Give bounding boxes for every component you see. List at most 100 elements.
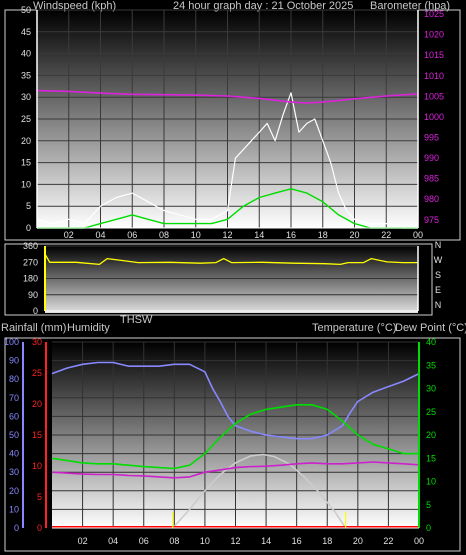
temp-x-tick-label: 22 (383, 536, 393, 546)
barometer-y-tick-label: 990 (424, 153, 439, 163)
graph-title: 24 hour graph day : 21 October 2025 (173, 0, 353, 12)
temp-x-tick-label: 14 (261, 536, 271, 546)
barometer-y-tick-label: 1005 (424, 91, 444, 101)
humidity-y-tick-label: 80 (9, 374, 19, 384)
humidity-y-tick-label: 10 (9, 504, 19, 514)
temp-x-tick-label: 08 (169, 536, 179, 546)
barometer-y-tick-label: 980 (424, 194, 439, 204)
barometer-y-tick-label: 1025 (424, 9, 444, 19)
direction-compass-label: E (435, 285, 441, 295)
humidity-y-tick-label: 40 (9, 449, 19, 459)
humidity-y-tick-label: 30 (9, 467, 19, 477)
humidity-y-tick-label: 50 (9, 430, 19, 440)
temp-x-tick-label: 20 (353, 536, 363, 546)
humidity-y-tick-label: 60 (9, 411, 19, 421)
temp-x-tick-label: 00 (414, 536, 424, 546)
humidity-y-tick-label: 90 (9, 356, 19, 366)
temp-panel-frame (4, 337, 461, 552)
temperature-y-tick-label: 5 (426, 500, 431, 510)
temp-x-tick-label: 12 (230, 536, 240, 546)
direction-y-tick-label: 180 (23, 274, 38, 284)
direction-compass-label: N (435, 300, 442, 310)
barometer-series (36, 89, 419, 104)
temperature-y-tick-label: 40 (426, 337, 436, 347)
wind-speed-series (37, 188, 418, 229)
temp-x-tick-label: 16 (292, 536, 302, 546)
wind-y-tick-label: 10 (21, 179, 31, 189)
rainfall-y-tick-label: 0 (37, 523, 42, 533)
direction-y-tick-label: 270 (23, 257, 38, 267)
temperature-y-tick-label: 15 (426, 453, 436, 463)
direction-compass-label: N (435, 240, 442, 250)
barometer-y-tick-label: 1020 (424, 30, 444, 40)
wind-x-tick-label: 12 (222, 230, 232, 240)
humidity-series (51, 361, 420, 440)
wind-x-tick-label: 16 (286, 230, 296, 240)
wind-x-tick-label: 02 (64, 230, 74, 240)
wind-x-tick-label: 06 (127, 230, 137, 240)
wind-y-tick-label: 50 (21, 5, 31, 15)
dewpoint-series (51, 461, 420, 479)
wind-x-tick-label: 14 (254, 230, 264, 240)
humidity-y-tick-label: 70 (9, 393, 19, 403)
rainfall-axis-title: Rainfall (mm) (1, 322, 66, 334)
barometer-y-tick-label: 1010 (424, 71, 444, 81)
wind-x-tick-label: 10 (191, 230, 201, 240)
direction-compass-label: W (434, 255, 443, 265)
rainfall-y-tick-label: 25 (32, 368, 42, 378)
windspeed-axis-title: Windspeed (kph) (33, 0, 116, 12)
rainfall-y-tick-label: 20 (32, 399, 42, 409)
temperature-y-tick-label: 0 (426, 523, 431, 533)
wind-gust-series (36, 92, 418, 229)
direction-panel-bg (45, 246, 418, 313)
thsw-series (172, 453, 347, 529)
rainfall-y-tick-label: 15 (32, 430, 42, 440)
barometer-y-tick-label: 1015 (424, 50, 444, 60)
rainfall-y-tick-label: 5 (37, 492, 42, 502)
humidity-y-tick-label: 20 (9, 486, 19, 496)
wind-x-tick-label: 00 (413, 230, 423, 240)
direction-y-tick-label: 0 (33, 306, 38, 316)
temp-x-tick-label: 06 (139, 536, 149, 546)
wind-x-tick-label: 08 (159, 230, 169, 240)
wind-y-tick-label: 0 (26, 223, 31, 233)
temperature-y-tick-label: 30 (426, 384, 436, 394)
axes: 0510152025303540455097598098599099510001… (4, 5, 444, 546)
temp-x-tick-label: 10 (200, 536, 210, 546)
temperature-y-tick-label: 25 (426, 407, 436, 417)
direction-y-tick-label: 360 (23, 241, 38, 251)
temperature-y-tick-label: 20 (426, 430, 436, 440)
barometer-y-tick-label: 1000 (424, 112, 444, 122)
humidity-y-tick-label: 0 (14, 523, 19, 533)
temp-x-tick-label: 04 (108, 536, 118, 546)
direction-compass-label: S (435, 270, 441, 280)
rainfall-y-tick-label: 10 (32, 461, 42, 471)
wind-y-tick-label: 30 (21, 92, 31, 102)
wind-x-tick-label: 18 (318, 230, 328, 240)
wind-direction-series (44, 253, 418, 266)
wind-y-tick-label: 15 (21, 158, 31, 168)
wind-y-tick-label: 45 (21, 27, 31, 37)
data-series (36, 89, 420, 529)
direction-y-tick-label: 90 (28, 290, 38, 300)
barometer-y-tick-label: 995 (424, 133, 439, 143)
wind-x-tick-label: 22 (381, 230, 391, 240)
rainfall-y-tick-label: 30 (32, 337, 42, 347)
thsw-label: THSW (120, 314, 153, 326)
humidity-y-tick-label: 100 (4, 337, 19, 347)
wind-y-tick-label: 40 (21, 49, 31, 59)
temperature-y-tick-label: 35 (426, 360, 436, 370)
temp-x-tick-label: 02 (78, 536, 88, 546)
wind-y-tick-label: 25 (21, 114, 31, 124)
temperature-axis-title: Temperature (°C) (312, 322, 396, 334)
temperature-series (51, 403, 419, 470)
temp-x-tick-label: 18 (322, 536, 332, 546)
wind-x-tick-label: 04 (95, 230, 105, 240)
wind-y-tick-label: 5 (26, 201, 31, 211)
wind-y-tick-label: 20 (21, 136, 31, 146)
wind-x-tick-label: 20 (349, 230, 359, 240)
humidity-axis-title: Humidity (67, 322, 110, 334)
wind-y-tick-label: 35 (21, 70, 31, 80)
